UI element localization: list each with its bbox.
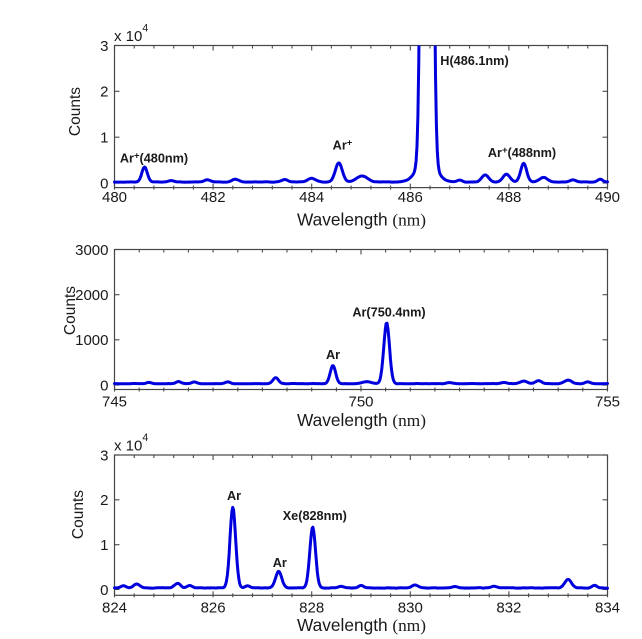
svg-text:480: 480 xyxy=(102,189,127,206)
svg-text:834: 834 xyxy=(595,600,620,617)
svg-text:Ar: Ar xyxy=(227,489,241,503)
svg-text:832: 832 xyxy=(496,600,521,617)
svg-text:486: 486 xyxy=(398,189,423,206)
svg-text:750: 750 xyxy=(348,394,373,411)
svg-text:Wavelength (nm): Wavelength (nm) xyxy=(297,210,426,230)
svg-text:H(486.1nm): H(486.1nm) xyxy=(440,54,508,68)
svg-text:830: 830 xyxy=(398,600,423,617)
svg-text:Ar: Ar xyxy=(326,348,340,362)
svg-text:Counts: Counts xyxy=(67,87,84,136)
svg-text:0: 0 xyxy=(100,377,108,394)
svg-text:Wavelength (nm): Wavelength (nm) xyxy=(297,410,426,430)
svg-text:824: 824 xyxy=(102,600,127,617)
svg-text:484: 484 xyxy=(299,189,324,206)
svg-text:3: 3 xyxy=(100,447,108,464)
svg-text:3: 3 xyxy=(100,38,108,55)
svg-text:Ar+(488nm): Ar+(488nm) xyxy=(488,145,556,160)
svg-text:488: 488 xyxy=(496,189,521,206)
svg-text:2: 2 xyxy=(100,492,108,509)
svg-text:745: 745 xyxy=(102,394,127,411)
svg-text:x 104: x 104 xyxy=(114,432,148,454)
svg-text:x 104: x 104 xyxy=(114,23,148,45)
svg-text:2000: 2000 xyxy=(75,287,108,304)
svg-text:828: 828 xyxy=(299,600,324,617)
svg-text:826: 826 xyxy=(201,600,226,617)
svg-text:Ar: Ar xyxy=(273,556,287,570)
svg-text:2: 2 xyxy=(100,84,108,101)
svg-text:Ar+(480nm): Ar+(480nm) xyxy=(120,151,188,166)
svg-text:482: 482 xyxy=(201,189,226,206)
svg-text:Counts: Counts xyxy=(70,490,87,539)
svg-text:Ar(750.4nm): Ar(750.4nm) xyxy=(352,306,425,320)
svg-text:0: 0 xyxy=(100,175,108,192)
svg-text:1: 1 xyxy=(100,537,108,554)
svg-text:755: 755 xyxy=(595,394,620,411)
svg-text:1: 1 xyxy=(100,130,108,147)
svg-text:Counts: Counts xyxy=(62,286,79,335)
svg-text:3000: 3000 xyxy=(75,242,108,259)
svg-text:1000: 1000 xyxy=(75,332,108,349)
svg-text:490: 490 xyxy=(595,189,620,206)
svg-text:Xe(828nm): Xe(828nm) xyxy=(283,509,347,523)
svg-text:0: 0 xyxy=(100,582,108,599)
svg-text:Wavelength (nm): Wavelength (nm) xyxy=(297,615,426,635)
